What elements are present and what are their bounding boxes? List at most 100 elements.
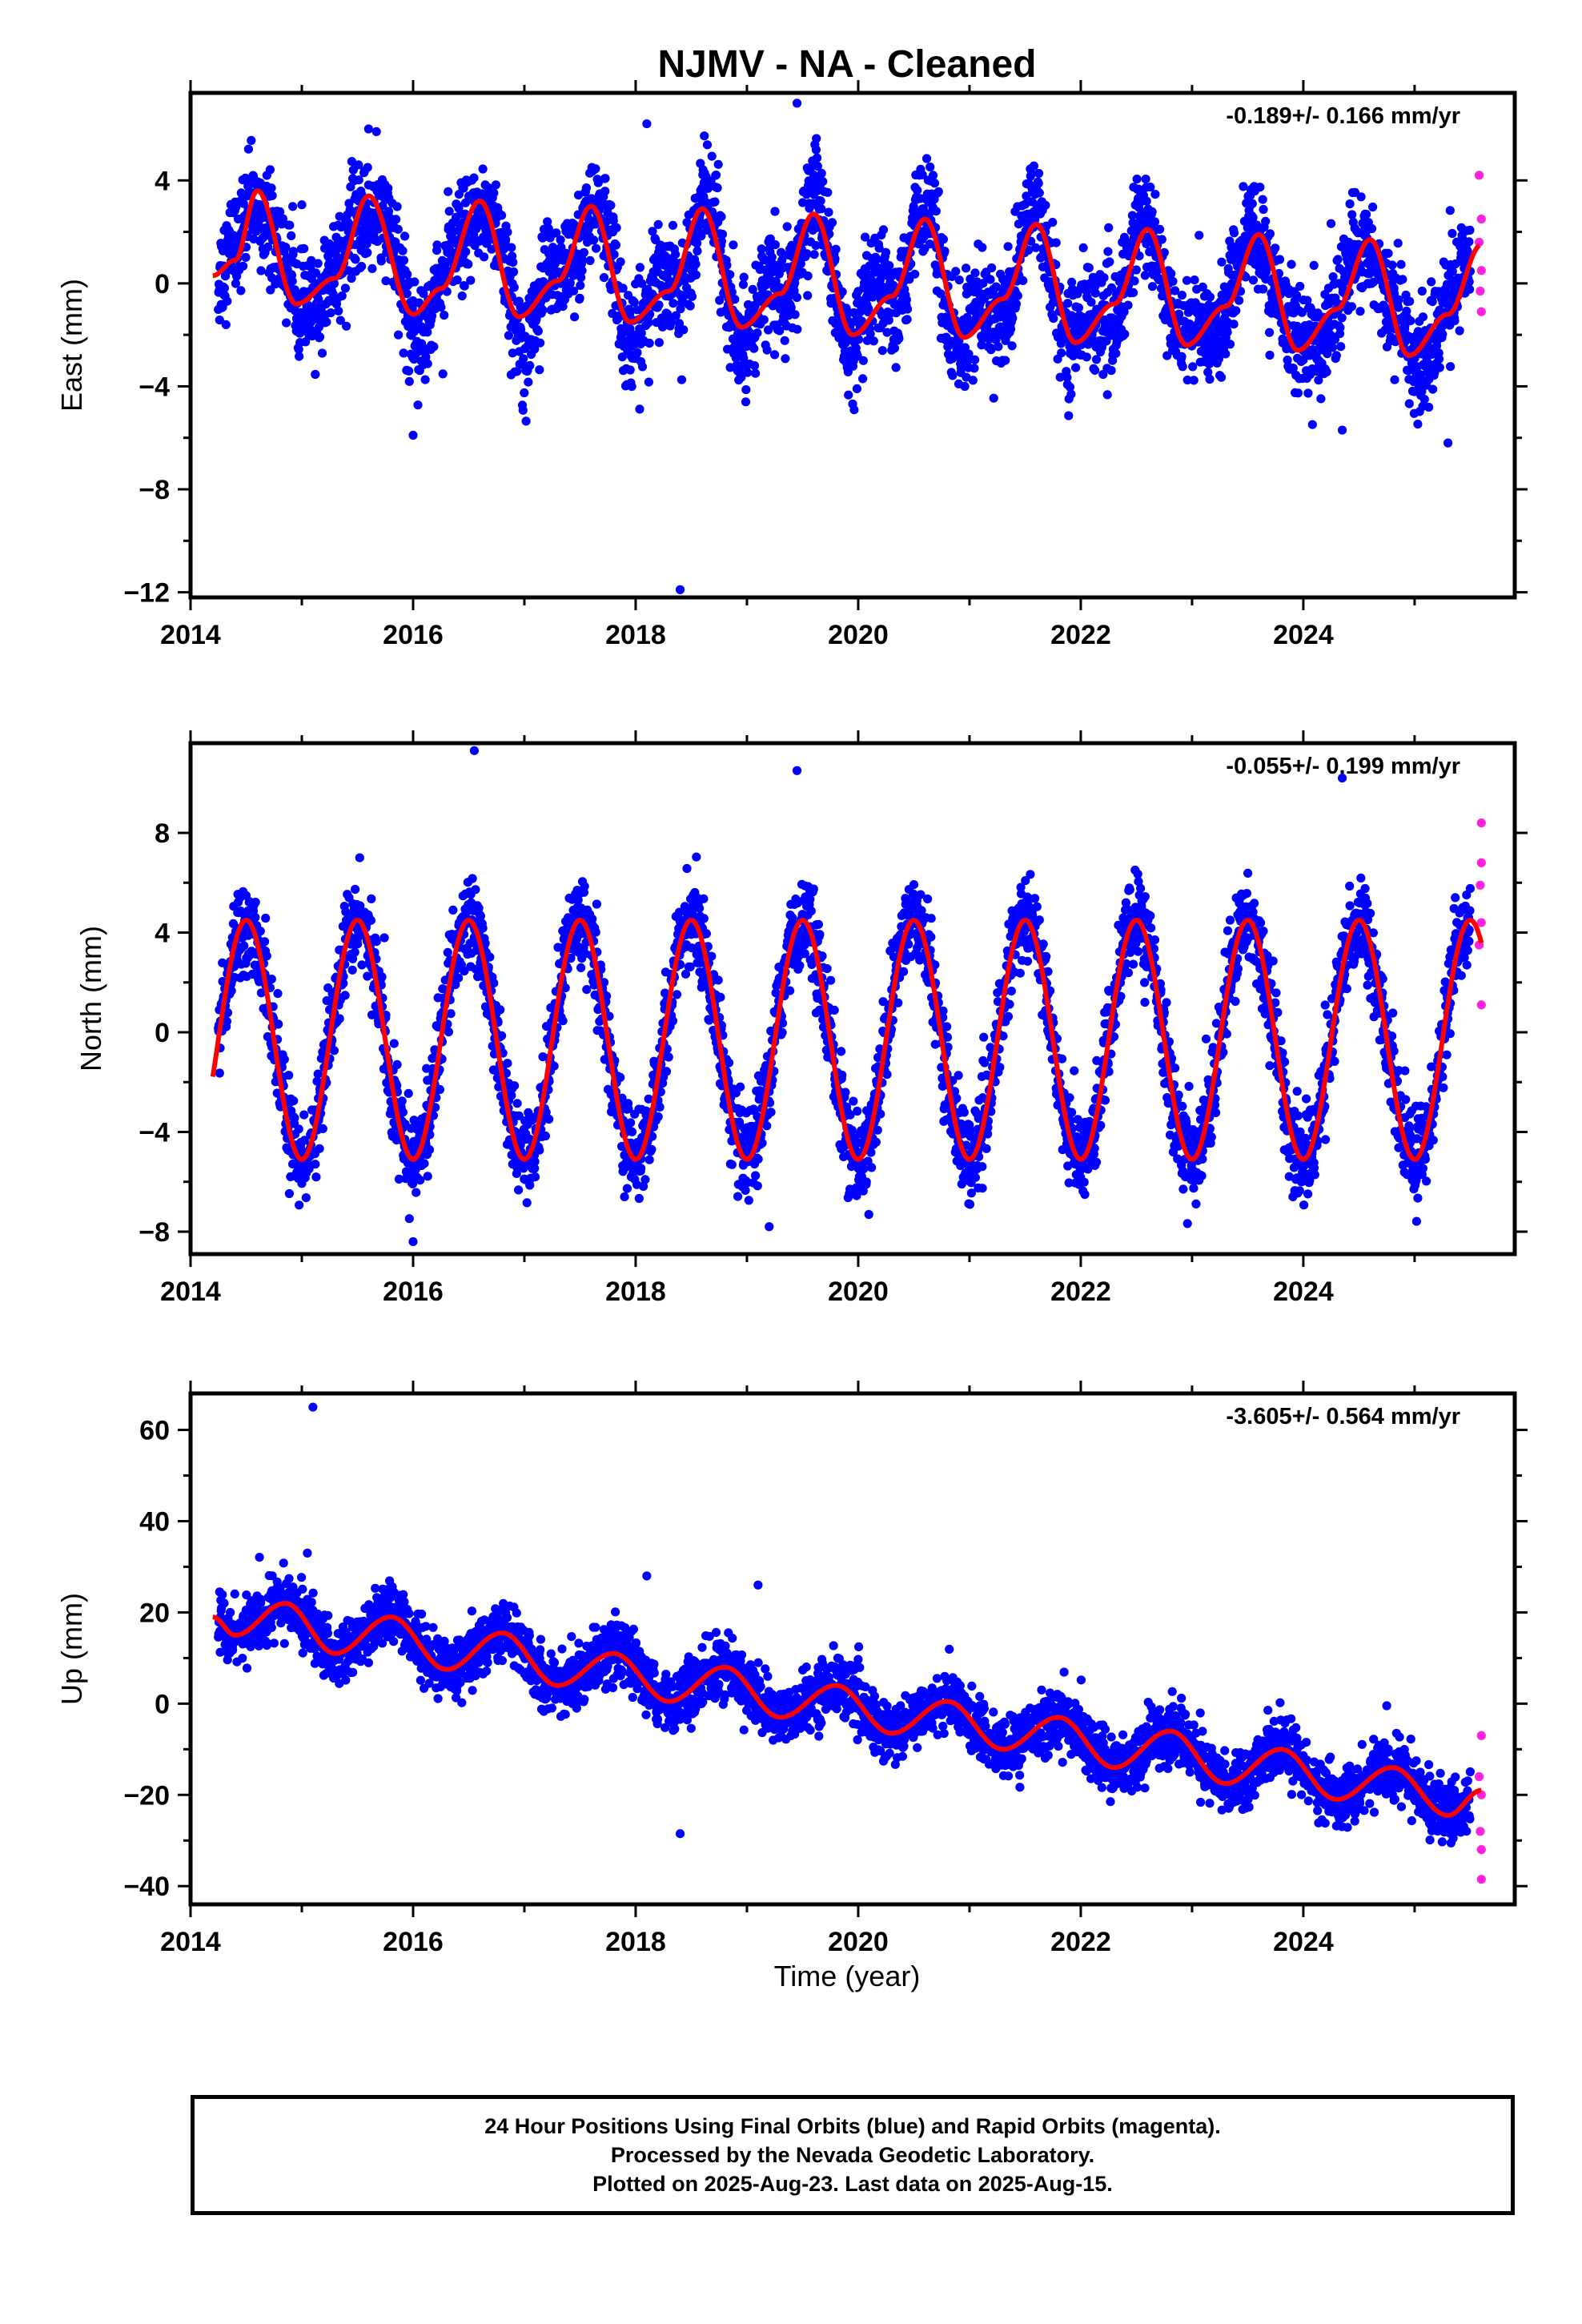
data-point [273,989,283,999]
data-point [803,291,813,300]
plot-area [210,746,1486,1247]
data-point [954,275,964,285]
data-point [353,939,363,949]
data-point [284,1071,294,1080]
data-point [817,204,826,214]
data-point [1393,239,1403,248]
data-point [989,393,998,403]
y-tick-label: 4 [155,166,170,196]
data-point [1066,311,1076,320]
data-point [313,259,323,268]
data-point [913,186,922,195]
data-point [777,255,787,265]
data-point [337,291,347,301]
data-point [781,354,790,364]
data-point [399,348,408,358]
data-point [287,276,297,286]
data-point [644,377,654,387]
plot-area [211,99,1486,594]
data-point [429,342,439,352]
data-point [423,1172,432,1181]
data-point [637,362,648,372]
data-point [261,913,271,923]
data-point [653,219,663,229]
data-point [625,365,635,375]
data-point [315,332,325,342]
data-point [865,329,875,339]
data-point [593,178,603,187]
data-point [1368,202,1378,212]
data-point [297,200,307,210]
data-point [512,367,522,376]
data-point [777,247,786,257]
data-point [700,131,709,141]
data-point [329,1046,339,1055]
data-point [1247,199,1257,208]
data-point [857,316,866,326]
data-point [315,1144,324,1153]
data-point [1435,354,1444,364]
data-point [1235,296,1244,305]
data-point [1031,243,1041,252]
data-point [674,319,685,328]
data-point [637,279,647,288]
outlier-point [792,99,802,108]
data-point [831,244,841,254]
data-point [347,965,357,975]
data-point [1013,291,1022,300]
data-point [1198,282,1207,292]
data-point [1066,389,1076,399]
data-point [984,334,994,344]
data-point [1347,302,1356,312]
data-point [444,187,453,196]
data-point [423,328,432,337]
data-point [617,352,627,362]
data-point [404,366,414,376]
data-point [1205,292,1215,302]
data-point [1147,207,1157,216]
y-tick-label: −12 [123,578,170,609]
data-point [504,331,514,340]
data-point [600,187,610,196]
data-point [612,223,621,232]
data-point [962,263,971,273]
data-point [1001,356,1010,365]
data-point [812,153,822,163]
rapid-point [1476,286,1485,296]
data-point [281,243,291,252]
data-point [1174,309,1184,319]
x-tick-label: 2022 [1050,620,1111,650]
data-point [367,894,376,903]
data-point [770,350,780,360]
data-point [1189,376,1199,385]
x-tick-label: 2020 [828,620,889,650]
data-point [702,140,713,150]
data-point [377,972,387,982]
data-point [978,243,987,252]
data-point [444,1027,454,1037]
outlier-point [1337,425,1347,435]
x-tick-label: 2016 [383,620,444,650]
data-point [416,1176,425,1185]
data-point [398,1108,408,1117]
data-point [644,318,653,328]
data-point [251,898,260,907]
chart-title: NJMV - NA - Cleaned [658,43,1037,86]
x-axis-title: Time (year) [774,1960,921,1992]
data-point [468,874,477,883]
data-point [1065,382,1074,392]
data-point [491,180,501,190]
data-point [711,171,721,180]
data-point [340,283,350,293]
data-point [424,1145,435,1155]
rapid-orbit-points [1474,171,1486,316]
data-point [679,325,689,335]
data-point [354,175,363,185]
data-point [1259,284,1268,294]
data-point [753,328,762,338]
data-point [582,985,592,995]
data-point [978,334,987,344]
data-point [1295,281,1305,292]
data-point [404,1088,413,1098]
